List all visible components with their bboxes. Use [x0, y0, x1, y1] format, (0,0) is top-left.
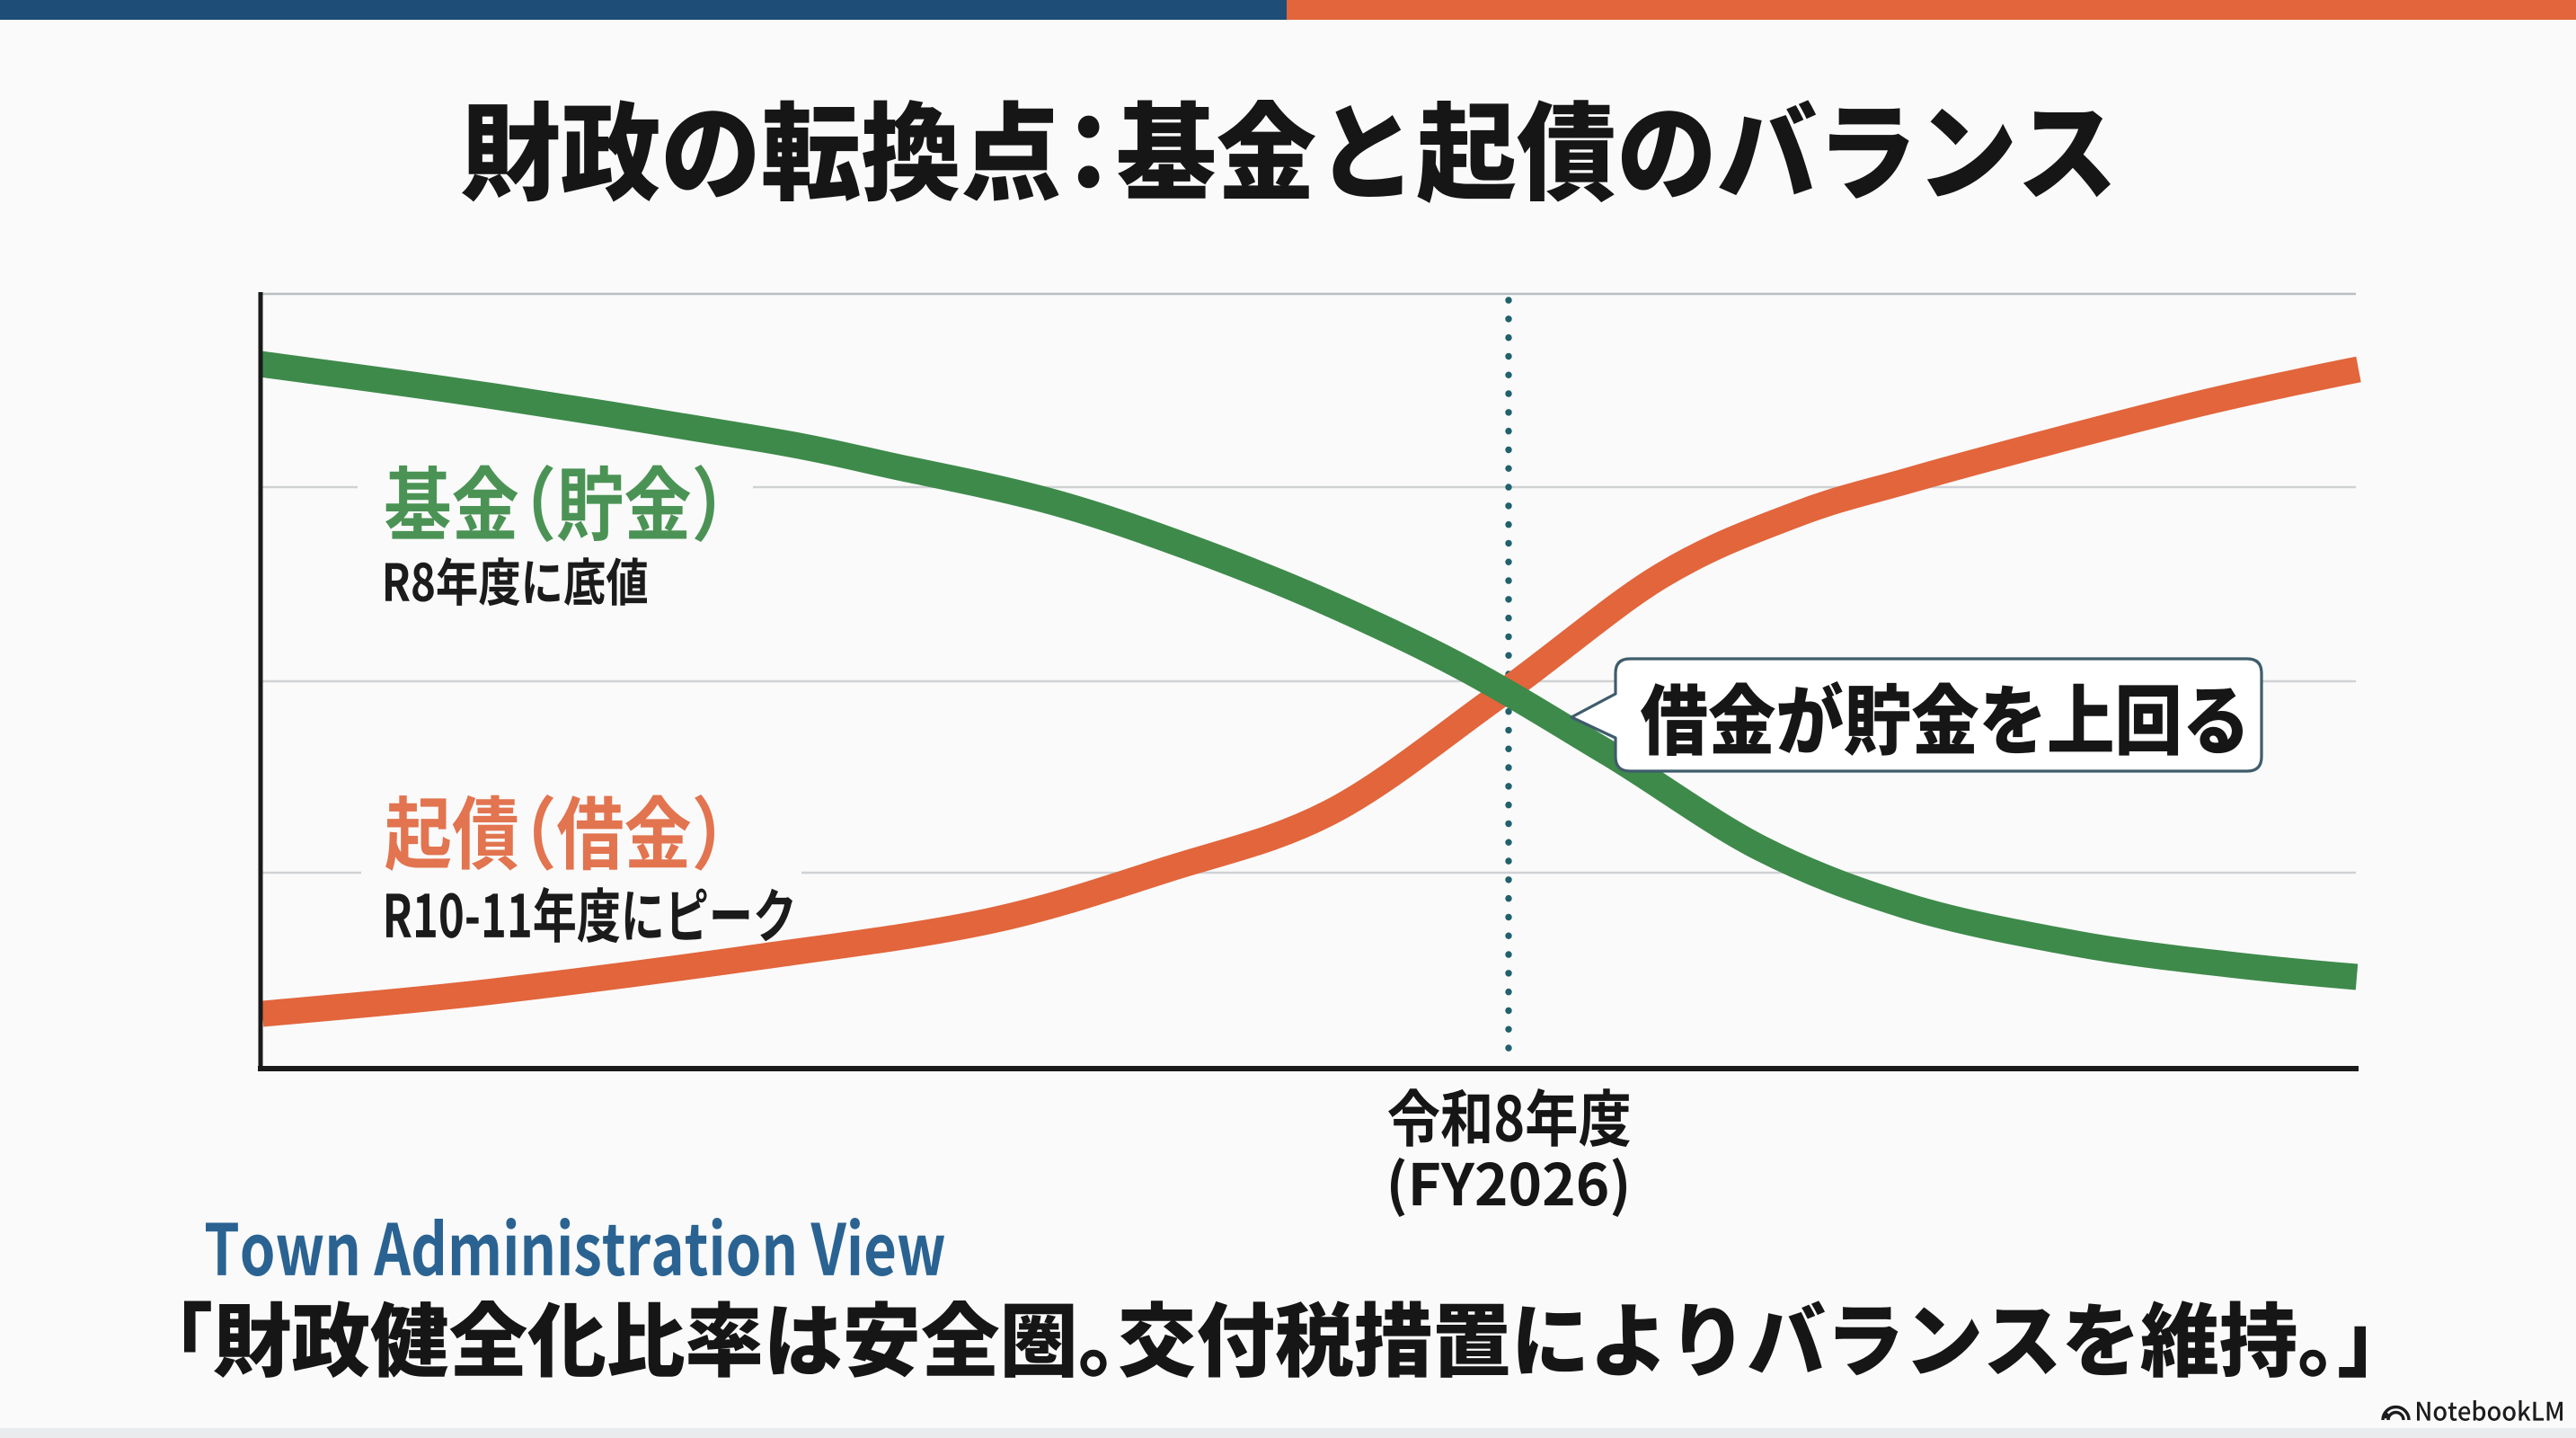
bond_sub-glyph-path: [386, 886, 793, 943]
xmarker_en-glyphs: [1390, 1158, 1626, 1218]
top-accent-bar-blue: [0, 0, 1287, 20]
footer_heading-glyphs: [206, 1218, 945, 1277]
fund-series-curve: [258, 351, 2359, 990]
bubble_text-glyphs: [1640, 680, 2243, 756]
title-glyph-path: [461, 99, 2111, 203]
bond_label-glyph-path: [385, 794, 714, 872]
axes: [258, 292, 2359, 1071]
fund_label-glyph-path: [385, 464, 715, 542]
xmarker_en-glyph-path: [1390, 1158, 1626, 1218]
fund_sub-glyphs: [385, 557, 648, 607]
footer_quote-glyphs: [184, 1300, 2367, 1378]
top-accent-bar-orange: [1287, 0, 2576, 20]
bottom-strip: [0, 1428, 2576, 1438]
footer_quote-glyph-path: [184, 1300, 2367, 1378]
logo-dot: [2383, 1412, 2389, 1419]
footer_heading-glyph-path: [206, 1218, 945, 1277]
xmarker_jp-glyphs: [1388, 1088, 1631, 1148]
fund_sub-glyph-path: [385, 557, 648, 607]
logo_text-glyph-path: [2416, 1399, 2563, 1421]
notebooklm-arcs-icon: [2381, 1405, 2411, 1421]
bond-series-curve: [261, 356, 2361, 1027]
title-glyphs: [461, 99, 2111, 203]
logo_text-glyphs: [2416, 1399, 2563, 1421]
fund_label-glyphs: [385, 464, 715, 542]
xmarker_jp-glyph-path: [1388, 1088, 1631, 1148]
bond_sub-glyphs: [386, 886, 793, 943]
logo-inner-arc: [2386, 1410, 2405, 1421]
bond_label-glyphs: [385, 794, 714, 872]
bubble_text-glyph-path: [1640, 680, 2243, 756]
